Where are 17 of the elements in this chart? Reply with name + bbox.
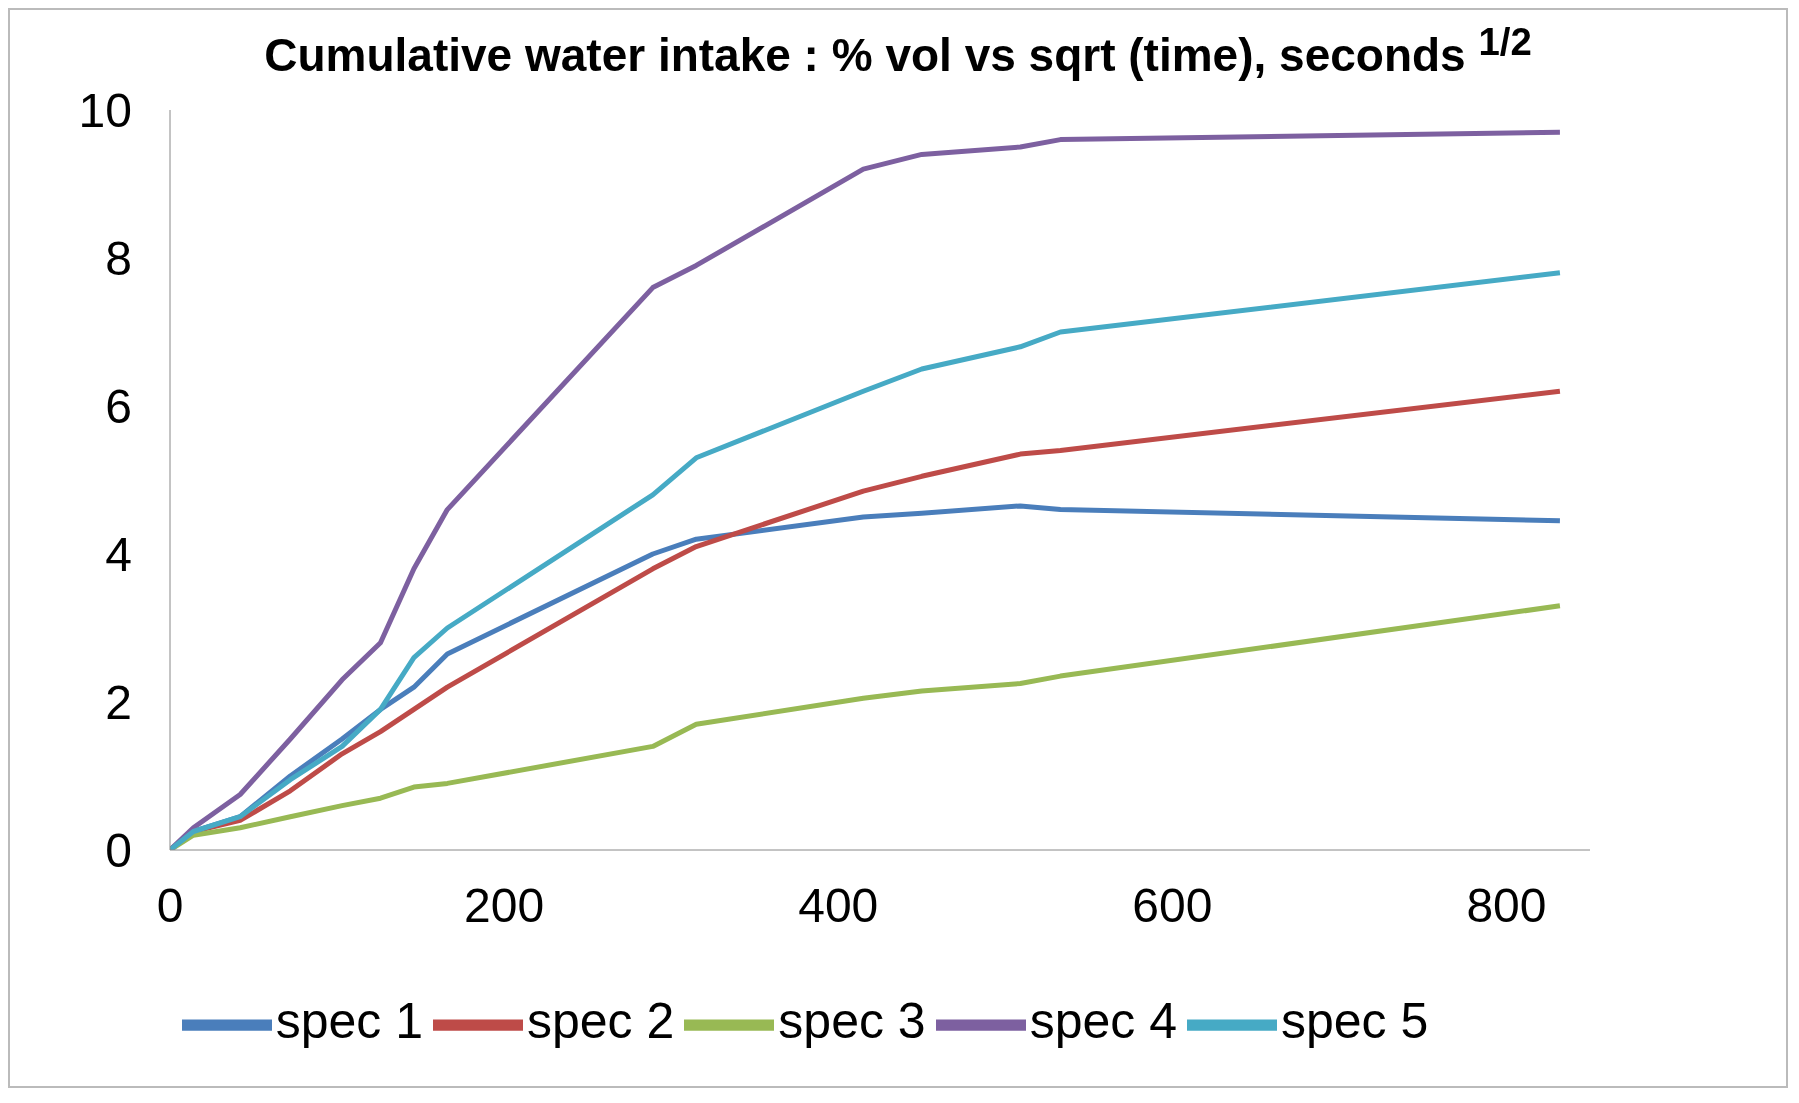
legend-label: spec 4 [1029,993,1177,1050]
y-tick-label: 4 [105,528,132,582]
legend-label: spec 5 [1280,993,1429,1050]
x-tick-label: 800 [1466,879,1547,933]
y-tick-label: 2 [105,676,132,730]
chart-title: Cumulative water intake : % vol vs sqrt (time), seconds $^{1/2}$ [263,19,1533,82]
x-tick-label: 200 [464,879,545,933]
y-tick-label: 0 [105,824,132,878]
x-tick-label: 400 [798,879,879,933]
y-tick-label: 10 [78,84,132,138]
x-tick-label: 600 [1132,879,1213,933]
legend-label: spec 3 [778,993,926,1050]
x-tick-label: 0 [156,879,184,933]
legend-label: spec 2 [527,993,675,1050]
legend-label: spec 1 [275,993,423,1050]
y-tick-label: 6 [105,380,132,434]
y-tick-label: 8 [105,232,132,286]
